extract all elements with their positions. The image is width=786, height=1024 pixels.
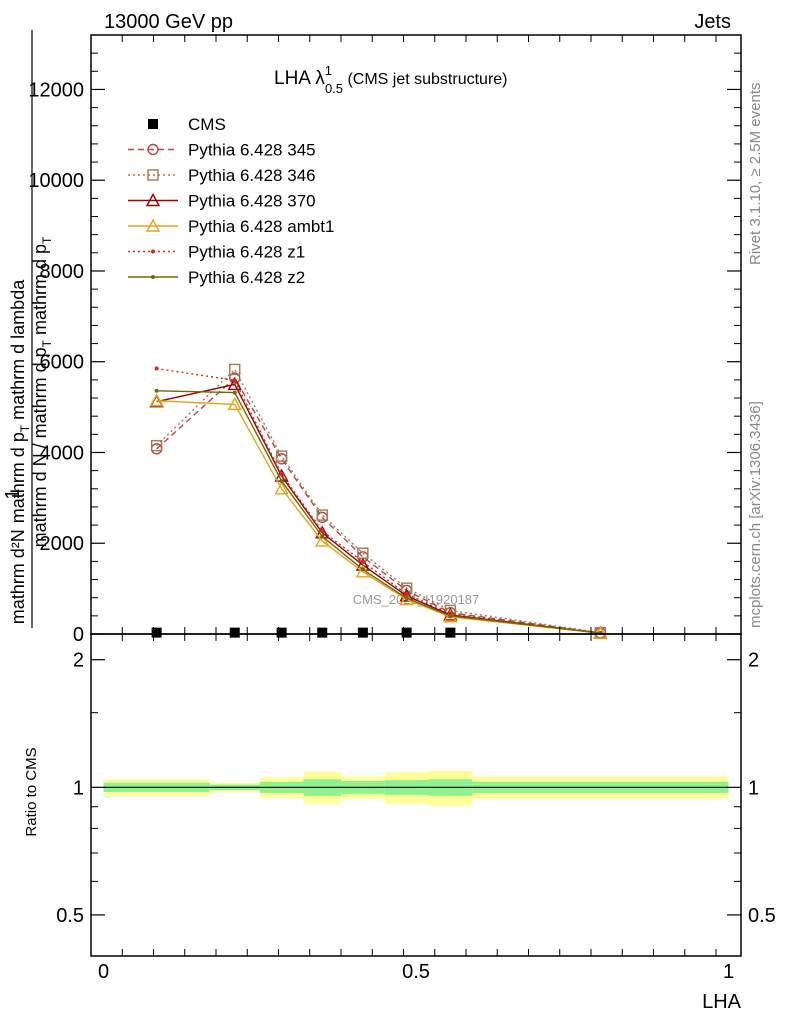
- title-tail: (CMS jet substructure): [343, 71, 507, 88]
- y-tick-label: 8000: [40, 261, 85, 283]
- legend: CMS Pythia 6.428 345 Pythia 6.428 346 Pythi…: [128, 115, 334, 287]
- y-tick-label: 2000: [40, 533, 85, 555]
- series-layer: [149, 363, 608, 639]
- ratio-y-tick-label-right: 0.5: [748, 905, 776, 927]
- y-axis-title-one: 1: [2, 488, 24, 499]
- data-point-pythia-6-428-ambt1: [274, 481, 289, 495]
- series-line-pythia-6-428-ambt1: [156, 400, 601, 634]
- legend-label-pythia-6-428-370: Pythia 6.428 370: [188, 192, 316, 211]
- y-tick-label: 10000: [28, 170, 84, 192]
- legend-label-pythia-6-428-346: Pythia 6.428 346: [188, 166, 316, 185]
- axes-layer: 0 2000 4000 6000 8000 10000 12000 0 0.5 1 0.5 0.5 1 1…: [28, 34, 776, 983]
- x-tick-label: 1: [723, 961, 734, 983]
- rivet-label: Rivet 3.1.10, ≥ 2.5M events: [747, 83, 764, 266]
- data-point-cms: [445, 627, 456, 638]
- data-point-cms: [317, 627, 328, 638]
- data-point-pythia-6-428-ambt1: [149, 393, 164, 407]
- plot-title: LHA λ1 0.5 (CMS jet substructure): [274, 63, 508, 96]
- legend-label-pythia-6-428-z1: Pythia 6.428 z1: [188, 243, 305, 262]
- data-point-pythia-6-428-z1: [404, 592, 409, 597]
- legend-marker-pythia-6-428-370: [145, 193, 161, 207]
- data-point-cms: [401, 627, 412, 638]
- data-point-pythia-6-428-z2: [320, 534, 325, 539]
- ratio-y-axis-title: Ratio to CMS: [23, 747, 40, 836]
- ratio-y-tick-label: 2: [73, 650, 84, 672]
- data-point-pythia-6-428-345: [275, 453, 288, 465]
- ratio-panel: [103, 770, 729, 806]
- data-point-cms: [276, 627, 287, 638]
- data-point-pythia-6-428-z2: [154, 388, 159, 393]
- data-point-pythia-6-428-z1: [154, 366, 159, 371]
- ratio-y-tick-label-right: 1: [748, 777, 759, 799]
- y-tick-label: 6000: [40, 352, 85, 374]
- legend-marker-pythia-6-428-z2: [151, 275, 155, 279]
- data-point-pythia-6-428-z1: [320, 528, 325, 533]
- y-tick-label: 4000: [40, 442, 85, 464]
- y-axis-title: 1 mathrm d²Nmathrm d pT mathrm d lambda …: [2, 30, 54, 628]
- data-point-pythia-6-428-z2: [279, 479, 284, 484]
- svg-text:LHA λ10.5 (CMS jet substructur: LHA λ1 0.5 (CMS jet substructure): [274, 63, 508, 96]
- data-point-pythia-6-428-z2: [360, 567, 365, 572]
- data-point-pythia-6-428-z1: [279, 472, 284, 477]
- ratio-y-tick-label: 1: [73, 777, 84, 799]
- legend-marker-pythia-6-428-z1: [151, 249, 155, 254]
- y-tick-label: 12000: [28, 79, 84, 101]
- category-label: Jets: [694, 11, 731, 33]
- legend-marker-pythia-6-428-346: [147, 169, 159, 181]
- mcplots-label: mcplots.cern.ch [arXiv:1306.3436]: [747, 401, 764, 628]
- y-tick-label: 0: [73, 624, 84, 646]
- legend-label-pythia-6-428-z2: Pythia 6.428 z2: [188, 268, 305, 287]
- legend-label-pythia-6-428-345: Pythia 6.428 345: [188, 141, 316, 160]
- data-point-pythia-6-428-z2: [448, 613, 453, 618]
- x-tick-label: 0.5: [402, 961, 430, 983]
- series-line-pythia-6-428-345: [156, 376, 601, 634]
- series-line-pythia-6-428-z1: [156, 367, 601, 634]
- data-point-pythia-6-428-346: [150, 439, 163, 452]
- data-point-pythia-6-428-346: [275, 450, 288, 462]
- y-axis-title-denominator: mathrm d N / mathrm d pT mathrm d pT: [30, 236, 54, 547]
- series-line-pythia-6-428-346: [156, 368, 601, 634]
- data-point-cms: [357, 627, 368, 638]
- legend-label-pythia-6-428-ambt1: Pythia 6.428 ambt1: [188, 217, 334, 236]
- x-tick-label: 0: [98, 961, 109, 983]
- data-point-pythia-6-428-z2: [232, 390, 237, 395]
- series-line-pythia-6-428-z2: [156, 390, 601, 634]
- legend-marker-cms: [148, 119, 158, 129]
- data-point-pythia-6-428-ambt1: [315, 533, 330, 547]
- data-point-pythia-6-428-z2: [404, 596, 409, 601]
- y-axis-title-numerator: mathrm d²Nmathrm d pT mathrm d lambda: [8, 279, 32, 624]
- title-superscript: 1: [325, 63, 332, 78]
- title-main: LHA λ: [274, 68, 325, 89]
- legend-marker-pythia-6-428-ambt1: [145, 218, 161, 232]
- data-point-pythia-6-428-346: [316, 509, 328, 521]
- data-point-pythia-6-428-370: [227, 376, 242, 391]
- data-point-cms: [229, 627, 240, 638]
- data-point-pythia-6-428-z1: [232, 378, 237, 383]
- ratio-y-tick-label: 0.5: [56, 905, 84, 927]
- series-line-pythia-6-428-370: [156, 383, 601, 634]
- data-point-pythia-6-428-ambt1: [227, 396, 242, 411]
- energy-label: 13000 GeV pp: [104, 11, 233, 33]
- title-subscript: 0.5: [325, 81, 343, 96]
- data-point-pythia-6-428-345: [229, 372, 241, 384]
- data-point-cms: [151, 627, 162, 638]
- ratio-frame: [90, 633, 742, 957]
- legend-marker-pythia-6-428-345: [147, 143, 159, 156]
- ratio-y-tick-label-right: 2: [748, 650, 759, 672]
- data-point-pythia-6-428-346: [229, 363, 241, 376]
- legend-label-cms: CMS: [188, 115, 226, 134]
- data-point-pythia-6-428-z1: [360, 559, 365, 564]
- x-axis-title: LHA: [702, 991, 742, 1013]
